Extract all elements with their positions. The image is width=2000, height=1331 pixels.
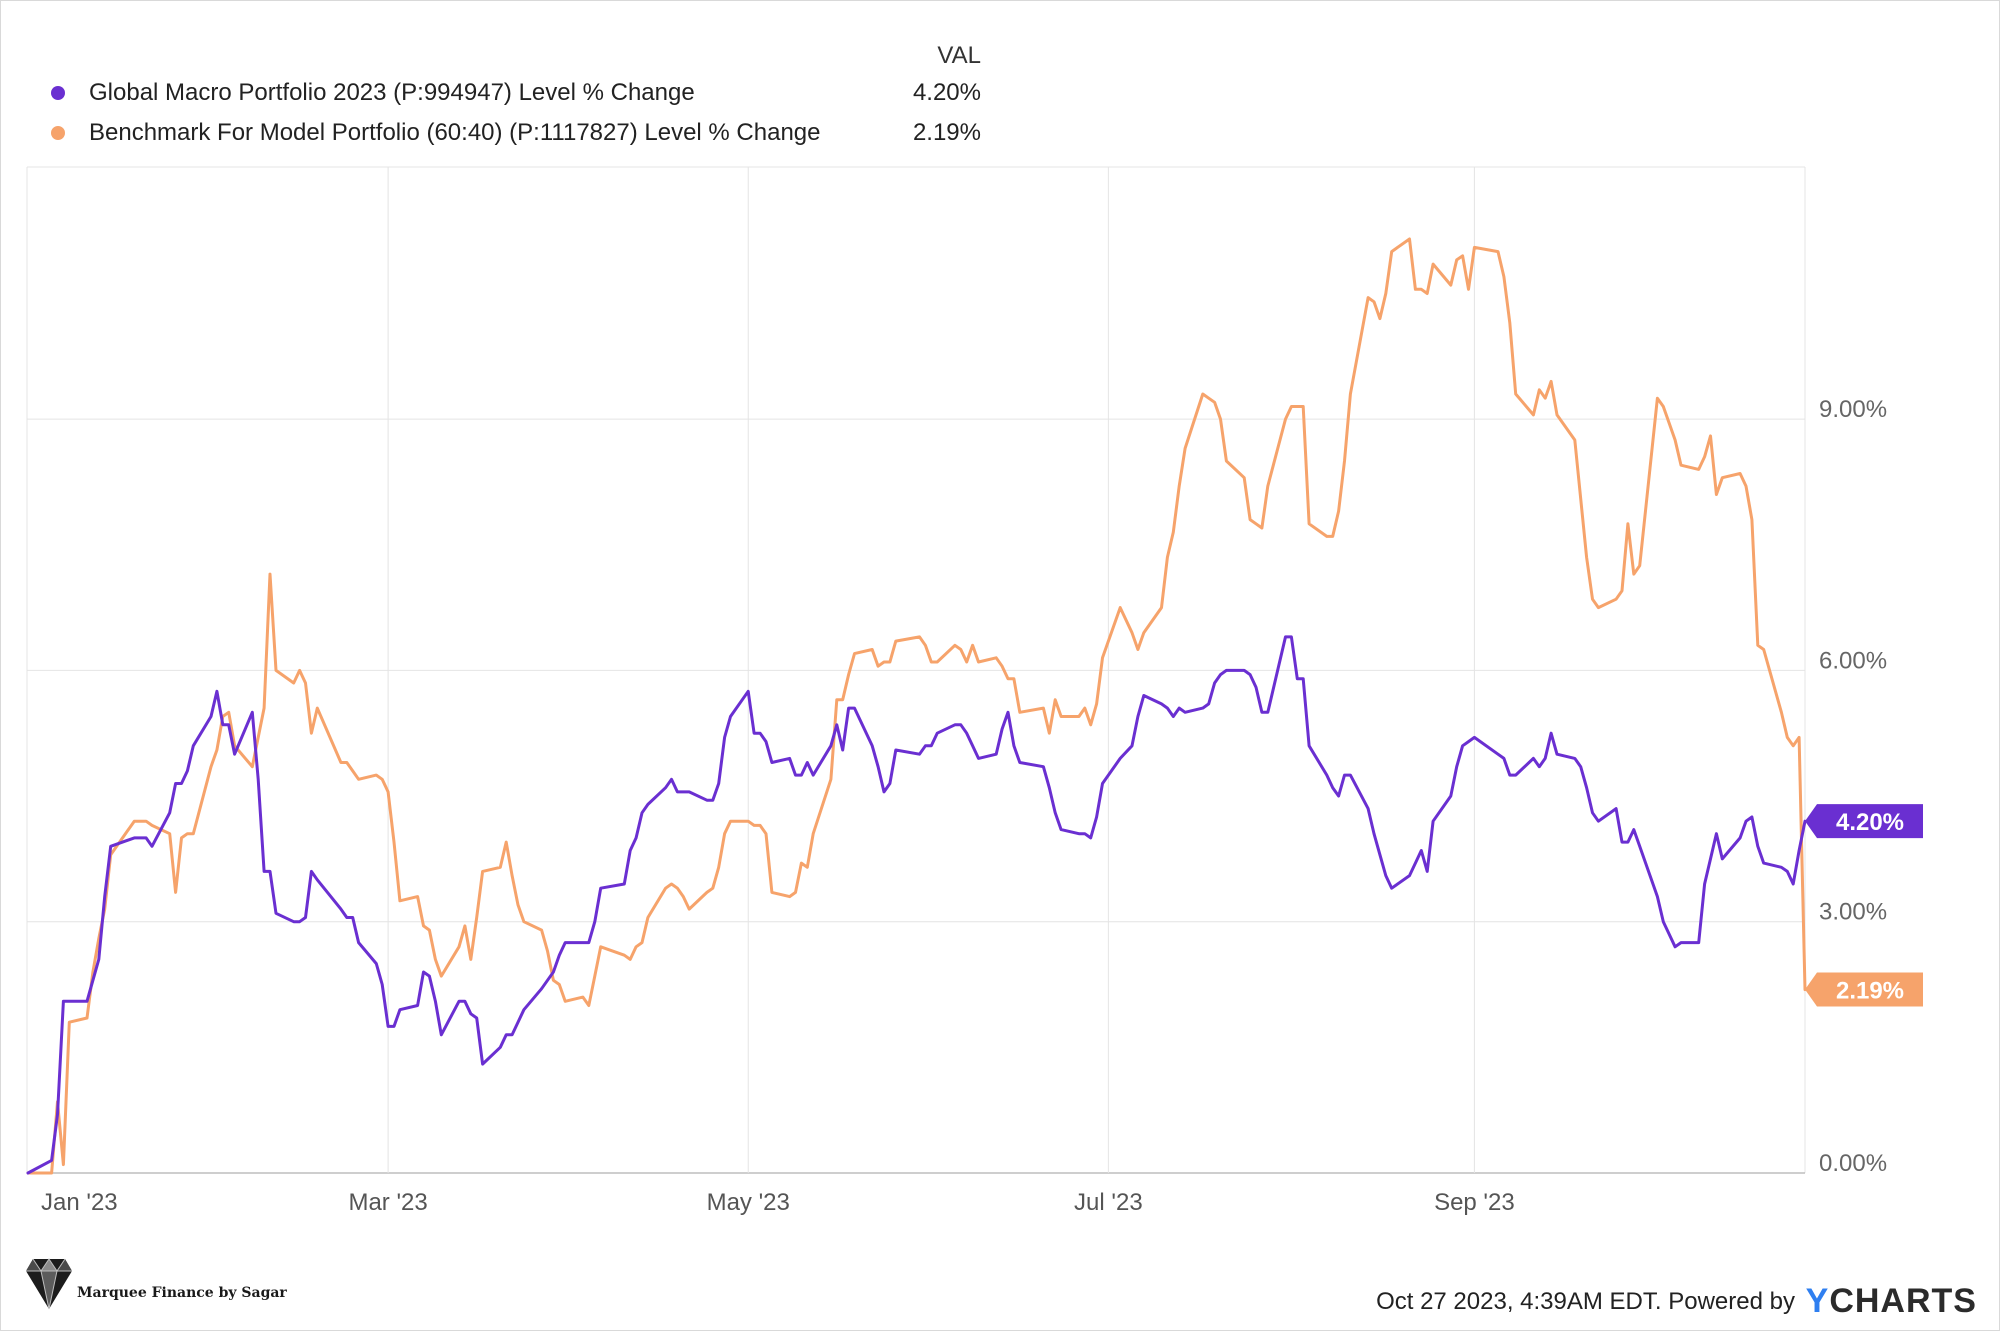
attribution: Oct 27 2023, 4:39AM EDT. Powered by YCHA… xyxy=(1376,1284,1977,1319)
x-tick-label: Sep '23 xyxy=(1434,1189,1515,1216)
series-line-global-macro[interactable] xyxy=(26,635,1807,1175)
series-line-benchmark[interactable] xyxy=(26,237,1807,1175)
end-value-badge xyxy=(1805,804,1923,839)
ycharts-logo-text: CHARTS xyxy=(1829,1282,1977,1320)
x-tick-label: Jul '23 xyxy=(1074,1189,1143,1216)
legend-dot-icon xyxy=(51,126,65,140)
end-value-badge xyxy=(1805,972,1923,1007)
series-layer xyxy=(26,237,1807,1175)
end-value-label: 2.19% xyxy=(1836,978,1904,1005)
grid xyxy=(26,166,1806,1174)
axes: 0.00% 3.00% 6.00% 9.00% Jan '23 Mar '23 May '2… xyxy=(41,396,1887,1216)
watermark-text: Marquee Finance by Sagar xyxy=(77,1285,287,1301)
legend-series-value: 4.20% xyxy=(912,79,981,106)
end-value-label: 4.20% xyxy=(1836,809,1904,836)
x-tick-label: Jan '23 xyxy=(41,1189,118,1216)
ycharts-logo[interactable]: YCHARTS xyxy=(1806,1284,1977,1318)
diamond-icon xyxy=(26,1258,72,1310)
y-tick-label: 6.00% xyxy=(1819,647,1887,674)
y-tick-label: 9.00% xyxy=(1819,396,1887,423)
legend-series-value: 2.19% xyxy=(912,119,981,146)
legend-dot-icon xyxy=(51,86,65,100)
y-tick-label: 0.00% xyxy=(1819,1150,1887,1177)
ycharts-logo-y: Y xyxy=(1805,1282,1830,1320)
x-tick-label: Mar '23 xyxy=(348,1189,427,1216)
x-tick-label: May '23 xyxy=(707,1189,790,1216)
powered-by-text: Powered by xyxy=(1668,1288,1795,1315)
end-labels: 4.20% 2.19% xyxy=(1805,804,1923,1007)
legend-series-name: Benchmark For Model Portfolio (60:40) (P… xyxy=(89,119,821,146)
legend: VAL Global Macro Portfolio 2023 (P:99494… xyxy=(51,39,981,153)
legend-item-global-macro[interactable]: Global Macro Portfolio 2023 (P:994947) L… xyxy=(51,73,981,113)
timestamp: Oct 27 2023, 4:39AM EDT. xyxy=(1376,1288,1662,1315)
legend-item-benchmark[interactable]: Benchmark For Model Portfolio (60:40) (P… xyxy=(51,113,981,153)
legend-header: VAL xyxy=(937,42,981,69)
legend-series-name: Global Macro Portfolio 2023 (P:994947) L… xyxy=(89,79,695,106)
y-tick-label: 3.00% xyxy=(1819,899,1887,926)
